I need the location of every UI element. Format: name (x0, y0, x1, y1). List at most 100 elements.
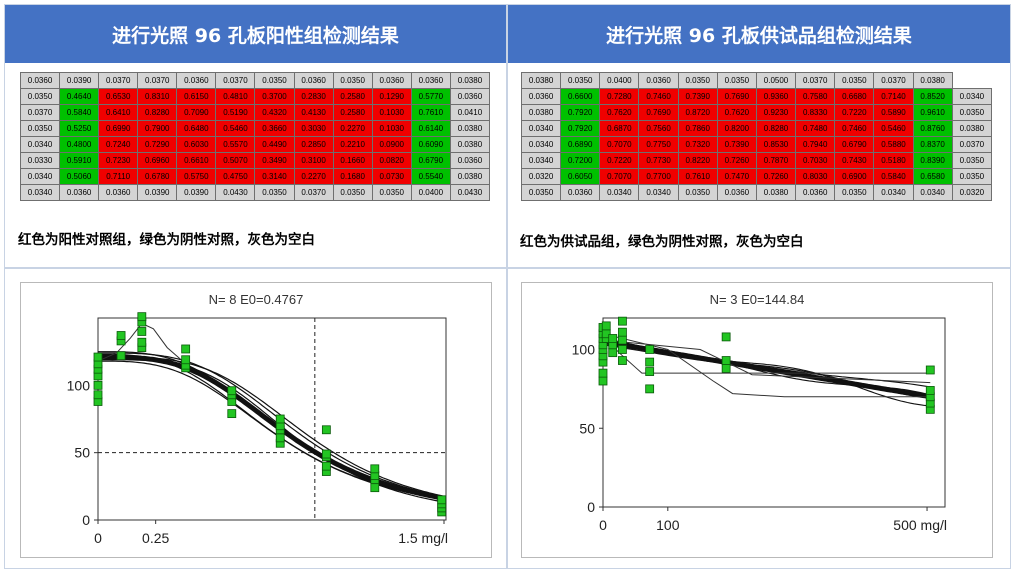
plate-cell: 0.0370 (951, 136, 993, 153)
plate-cell: 0.7940 (795, 136, 836, 153)
left-panel-title: 进行光照 96 孔板阳性组检测结果 (5, 5, 506, 63)
plate-cell: 0.6610 (176, 152, 217, 169)
data-point (618, 345, 627, 354)
plate-cell: 0.5890 (873, 104, 914, 121)
fit-curve (98, 353, 445, 500)
plate-row: 0.0350 0.4640 0.6530 0.8310 0.6150 0.4810 0.37… (19, 88, 491, 105)
y-tick-label: 0 (82, 512, 90, 528)
plot-area (97, 317, 447, 521)
data-point (181, 355, 191, 365)
plate-cell: 0.6480 (176, 120, 217, 137)
data-point (93, 352, 103, 362)
plate-cell: 0.6790 (410, 152, 451, 169)
plate-cell: 0.8520 (912, 88, 953, 105)
x-tick-label: 0.25 (142, 530, 169, 546)
plate-cell: 0.7860 (677, 120, 718, 137)
plate-cell: 0.7620 (716, 104, 757, 121)
plate-cell: 0.0360 (449, 88, 491, 105)
plate-cell: 0.7620 (599, 104, 640, 121)
plate-cell: 0.6780 (137, 168, 178, 185)
plate-cell: 0.0340 (520, 120, 562, 137)
plate-cell: 0.2580 (332, 88, 373, 105)
plate-cell: 0.4490 (254, 136, 295, 153)
plate-cell: 0.4640 (59, 88, 100, 105)
data-point (137, 327, 147, 336)
plate-cell: 0.7070 (599, 136, 640, 153)
plate-cell: 0.6790 (834, 136, 875, 153)
plate-cell: 0.7750 (638, 136, 679, 153)
data-point (370, 483, 380, 493)
plate-cell: 0.0340 (638, 184, 679, 201)
plate-cell: 0.0360 (560, 184, 601, 201)
plate-cell: 0.0360 (176, 72, 217, 89)
plate-cell: 0.0390 (137, 184, 178, 201)
plate-cell: 0.7470 (716, 168, 757, 185)
plate-cell: 0.5190 (215, 104, 256, 121)
plate-cell: 0.3030 (293, 120, 334, 137)
plate-cell: 0.6140 (410, 120, 451, 137)
plate-cell: 0.8390 (912, 152, 953, 169)
plate-cell: 0.8530 (755, 136, 797, 153)
plate-cell: 0.0350 (254, 72, 295, 89)
plate-row: 0.0340 0.7920 0.6870 0.7560 0.7860 0.8200 0.82… (520, 120, 993, 137)
plate-cell: 0.6050 (560, 168, 601, 185)
plate-cell: 0.7230 (98, 152, 139, 169)
plate-cell: 0.7580 (795, 88, 836, 105)
plate-cell: 0.0350 (332, 72, 373, 89)
plate-cell: 0.0360 (59, 184, 100, 201)
plate-cell: 0.2850 (293, 136, 334, 153)
plate-cell: 0.7460 (834, 120, 875, 137)
plate-cell: 0.1030 (371, 120, 412, 137)
plate-cell: 0.0410 (449, 104, 491, 121)
plate-cell: 0.3140 (254, 168, 295, 185)
plate-cell: 0.4810 (215, 88, 256, 105)
plate-cell: 0.7900 (137, 120, 178, 137)
plate-cell: 0.7220 (834, 104, 875, 121)
plate-cell: 0.0380 (951, 120, 993, 137)
data-point (608, 334, 618, 343)
plate-cell: 0.2580 (332, 104, 373, 121)
plate-cell: 0.0340 (19, 136, 61, 153)
plate-cell: 0.2210 (332, 136, 373, 153)
data-point (93, 380, 103, 390)
plate-cell: 0.6410 (98, 104, 139, 121)
x-tick-label: 500 mg/l (893, 517, 947, 533)
plate-cell: 0.5840 (873, 168, 914, 185)
plate-cell: 0.0330 (19, 152, 61, 169)
plate-row: 0.0350 0.5250 0.6990 0.7900 0.6480 0.5460 0.36… (19, 120, 491, 137)
plate-row: 0.0360 0.0390 0.0370 0.0370 0.0360 0.0370 0.03… (19, 72, 491, 89)
plate-cell: 0.0350 (716, 72, 757, 89)
plate-cell: 0.7090 (176, 104, 217, 121)
plate-cell: 0.6600 (560, 88, 601, 105)
plate-cell: 0.0350 (951, 104, 993, 121)
plate-cell: 0.0340 (520, 152, 562, 169)
plate-cell: 0.7700 (638, 168, 679, 185)
plate-cell: 0.0350 (560, 72, 601, 89)
plate-cell: 0.0380 (449, 136, 491, 153)
plate-cell: 0.7390 (716, 136, 757, 153)
plate-cell: 0.0320 (951, 184, 993, 201)
data-point (601, 321, 611, 331)
data-point (645, 345, 655, 354)
data-point (116, 331, 126, 340)
data-point (321, 425, 331, 435)
data-point (598, 368, 608, 378)
plate-cell: 0.0380 (912, 72, 953, 89)
plate-cell: 0.0340 (19, 168, 61, 185)
y-tick-label: 50 (74, 445, 90, 461)
plate-cell: 0.5540 (410, 168, 451, 185)
plate-cell: 0.8280 (137, 104, 178, 121)
plate-cell: 0.5060 (59, 168, 100, 185)
plate-row: 0.0320 0.6050 0.7070 0.7700 0.7610 0.7470 0.72… (520, 168, 993, 185)
plate-cell: 0.0430 (449, 184, 491, 201)
y-tick-label: 100 (67, 377, 91, 393)
plate-cell: 0.0820 (371, 152, 412, 169)
plate-cell: 0.0340 (951, 88, 993, 105)
plate-cell: 0.0340 (912, 184, 953, 201)
data-point (618, 316, 627, 326)
plate-cell: 0.7140 (873, 88, 914, 105)
plate-row: 0.0330 0.5910 0.7230 0.6960 0.6610 0.5070 0.34… (19, 152, 491, 169)
plate-cell: 0.0370 (873, 72, 914, 89)
plate-cell: 0.7920 (560, 104, 601, 121)
plate-cell: 0.0390 (176, 184, 217, 201)
